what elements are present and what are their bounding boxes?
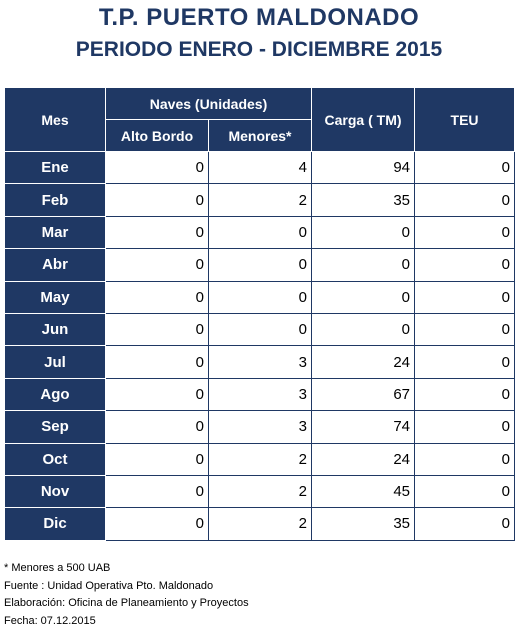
- table-row: Jun 0 0 0 0: [4, 312, 516, 347]
- cell-menores: 3: [207, 410, 313, 444]
- cell-menores: 2: [207, 474, 313, 509]
- cell-mes: Ago: [4, 377, 106, 412]
- table-row: Mar 0 0 0 0: [4, 215, 516, 250]
- cell-menores: 0: [207, 248, 313, 282]
- cell-menores: 3: [207, 345, 313, 379]
- cell-carga: 67: [311, 377, 416, 412]
- cell-carga: 0: [311, 248, 416, 282]
- cell-alto-bordo: 0: [105, 215, 209, 250]
- table-body: Ene 0 4 94 0 Feb 0 2 35 0 Mar 0 0 0 0 Abr 0 0 0 0 May 0 0 0 0 Jun…: [4, 150, 516, 541]
- header-teu: TEU: [414, 87, 516, 152]
- footnotes: * Menores a 500 UAB Fuente : Unidad Oper…: [4, 560, 249, 630]
- cell-teu: 0: [414, 183, 516, 217]
- footnote-fecha: Fecha: 07.12.2015: [4, 614, 96, 627]
- cell-alto-bordo: 0: [105, 377, 209, 412]
- cell-menores: 3: [207, 377, 313, 412]
- table-row: Jul 0 3 24 0: [4, 345, 516, 379]
- cell-alto-bordo: 0: [105, 474, 209, 509]
- table-row: Sep 0 3 74 0: [4, 410, 516, 444]
- cell-teu: 0: [414, 248, 516, 282]
- header-naves: Naves (Unidades): [104, 87, 313, 120]
- table-row: Abr 0 0 0 0: [4, 248, 516, 282]
- cell-mes: Nov: [4, 474, 106, 509]
- cell-alto-bordo: 0: [105, 312, 209, 347]
- cell-teu: 0: [414, 377, 516, 412]
- cell-mes: Jul: [4, 345, 106, 379]
- cell-teu: 0: [414, 312, 516, 347]
- cell-menores: 4: [207, 150, 313, 185]
- cell-alto-bordo: 0: [105, 248, 209, 282]
- cell-carga: 0: [311, 215, 416, 250]
- footnote-fuente: Fuente : Unidad Operativa Pto. Maldonado: [4, 579, 214, 592]
- cell-teu: 0: [414, 410, 516, 444]
- cell-alto-bordo: 0: [105, 507, 209, 541]
- cell-alto-bordo: 0: [105, 345, 209, 379]
- page-subtitle: PERIODO ENERO - DICIEMBRE 2015: [75, 38, 443, 61]
- table-row: Oct 0 2 24 0: [4, 442, 516, 476]
- port-statistics-table: Mes Naves (Unidades) Carga ( TM) TEU Alt…: [4, 87, 516, 541]
- cell-mes: Jun: [4, 312, 106, 347]
- cell-carga: 35: [311, 507, 416, 541]
- cell-teu: 0: [414, 442, 516, 476]
- cell-teu: 0: [414, 150, 516, 185]
- cell-alto-bordo: 0: [105, 280, 209, 314]
- cell-menores: 2: [207, 442, 313, 476]
- table-row: May 0 0 0 0: [4, 280, 516, 314]
- header-mes: Mes: [4, 87, 106, 152]
- cell-teu: 0: [414, 215, 516, 250]
- table-row: Feb 0 2 35 0: [4, 183, 516, 217]
- cell-carga: 0: [311, 280, 416, 314]
- header-menores: Menores*: [207, 119, 313, 152]
- cell-alto-bordo: 0: [105, 150, 209, 185]
- cell-teu: 0: [414, 280, 516, 314]
- cell-teu: 0: [414, 345, 516, 379]
- table-row: Dic 0 2 35 0: [4, 507, 516, 541]
- cell-mes: Oct: [4, 442, 106, 476]
- cell-mes: Ene: [4, 150, 106, 185]
- cell-alto-bordo: 0: [105, 183, 209, 217]
- cell-alto-bordo: 0: [105, 410, 209, 444]
- cell-alto-bordo: 0: [105, 442, 209, 476]
- table-row: Ago 0 3 67 0: [4, 377, 516, 412]
- footnote-menores: * Menores a 500 UAB: [4, 562, 111, 574]
- header-carga: Carga ( TM): [311, 87, 416, 152]
- cell-teu: 0: [414, 474, 516, 509]
- header-alto-bordo: Alto Bordo: [105, 119, 209, 152]
- cell-teu: 0: [414, 507, 516, 541]
- cell-carga: 24: [311, 442, 416, 476]
- footnote-elaboracion: Elaboración: Oficina de Planeamiento y P…: [4, 597, 249, 609]
- cell-carga: 45: [311, 474, 416, 509]
- cell-carga: 94: [311, 150, 416, 185]
- cell-menores: 0: [207, 215, 313, 250]
- cell-carga: 74: [311, 410, 416, 444]
- cell-mes: Sep: [4, 410, 106, 444]
- cell-carga: 0: [311, 312, 416, 347]
- cell-menores: 0: [207, 312, 313, 347]
- cell-carga: 35: [311, 183, 416, 217]
- cell-mes: May: [4, 280, 106, 314]
- cell-menores: 0: [207, 280, 313, 314]
- cell-mes: Mar: [4, 215, 106, 250]
- cell-mes: Abr: [4, 248, 106, 282]
- page-title: T.P. PUERTO MALDONADO: [98, 4, 420, 31]
- table-row: Nov 0 2 45 0: [4, 474, 516, 509]
- cell-menores: 2: [207, 507, 313, 541]
- cell-carga: 24: [311, 345, 416, 379]
- cell-mes: Feb: [4, 183, 106, 217]
- cell-mes: Dic: [4, 507, 106, 541]
- cell-menores: 2: [207, 183, 313, 217]
- table-row: Ene 0 4 94 0: [4, 150, 516, 185]
